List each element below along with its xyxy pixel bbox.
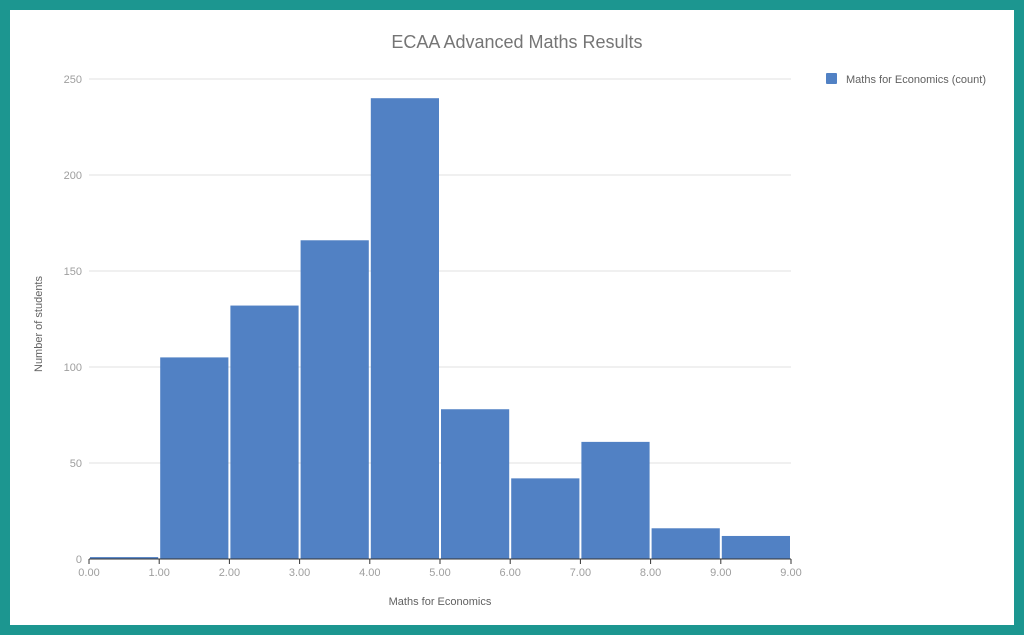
legend: Maths for Economics (count) <box>826 73 986 86</box>
x-tick-label-0: 0.00 <box>78 567 99 579</box>
y-tick-label-4: 200 <box>64 170 82 182</box>
bar-3 <box>300 240 369 559</box>
x-tick-label-4: 4.00 <box>359 567 380 579</box>
x-axis-label: Maths for Economics <box>389 596 492 608</box>
legend-swatch <box>826 73 837 84</box>
bar-6 <box>511 478 580 559</box>
bar-0 <box>90 557 159 559</box>
bar-5 <box>441 409 510 559</box>
bar-8 <box>651 528 720 559</box>
x-tick-label-7: 7.00 <box>570 567 591 579</box>
x-tick-label-5: 5.00 <box>429 567 450 579</box>
x-tick-labels: 0.00 1.00 2.00 3.00 4.00 5.00 6.00 7.00 8.00 9.00… <box>78 559 802 579</box>
y-tick-label-2: 100 <box>64 362 82 374</box>
bar-2 <box>230 305 299 559</box>
bar-7 <box>581 441 650 559</box>
bars <box>90 98 790 559</box>
y-tick-label-5: 250 <box>64 74 82 86</box>
y-tick-label-0: 0 <box>76 554 82 566</box>
x-tick-label-2: 2.00 <box>219 567 240 579</box>
bar-4 <box>370 98 439 559</box>
bar-9 <box>721 535 790 559</box>
legend-label: Maths for Economics (count) <box>846 74 986 86</box>
chart-title: ECAA Advanced Maths Results <box>391 32 642 52</box>
y-tick-label-1: 50 <box>70 458 82 470</box>
y-tick-label-3: 150 <box>64 266 82 278</box>
x-tick-label-10: 9.00 <box>780 567 801 579</box>
x-tick-label-9: 9.00 <box>710 567 731 579</box>
y-tick-labels: 0 50 100 150 200 250 <box>64 74 82 566</box>
x-tick-label-8: 8.00 <box>640 567 661 579</box>
x-tick-label-3: 3.00 <box>289 567 310 579</box>
x-tick-label-6: 6.00 <box>499 567 520 579</box>
bar-1 <box>160 357 229 559</box>
y-axis-label: Number of students <box>33 276 45 372</box>
x-tick-label-1: 1.00 <box>148 567 169 579</box>
